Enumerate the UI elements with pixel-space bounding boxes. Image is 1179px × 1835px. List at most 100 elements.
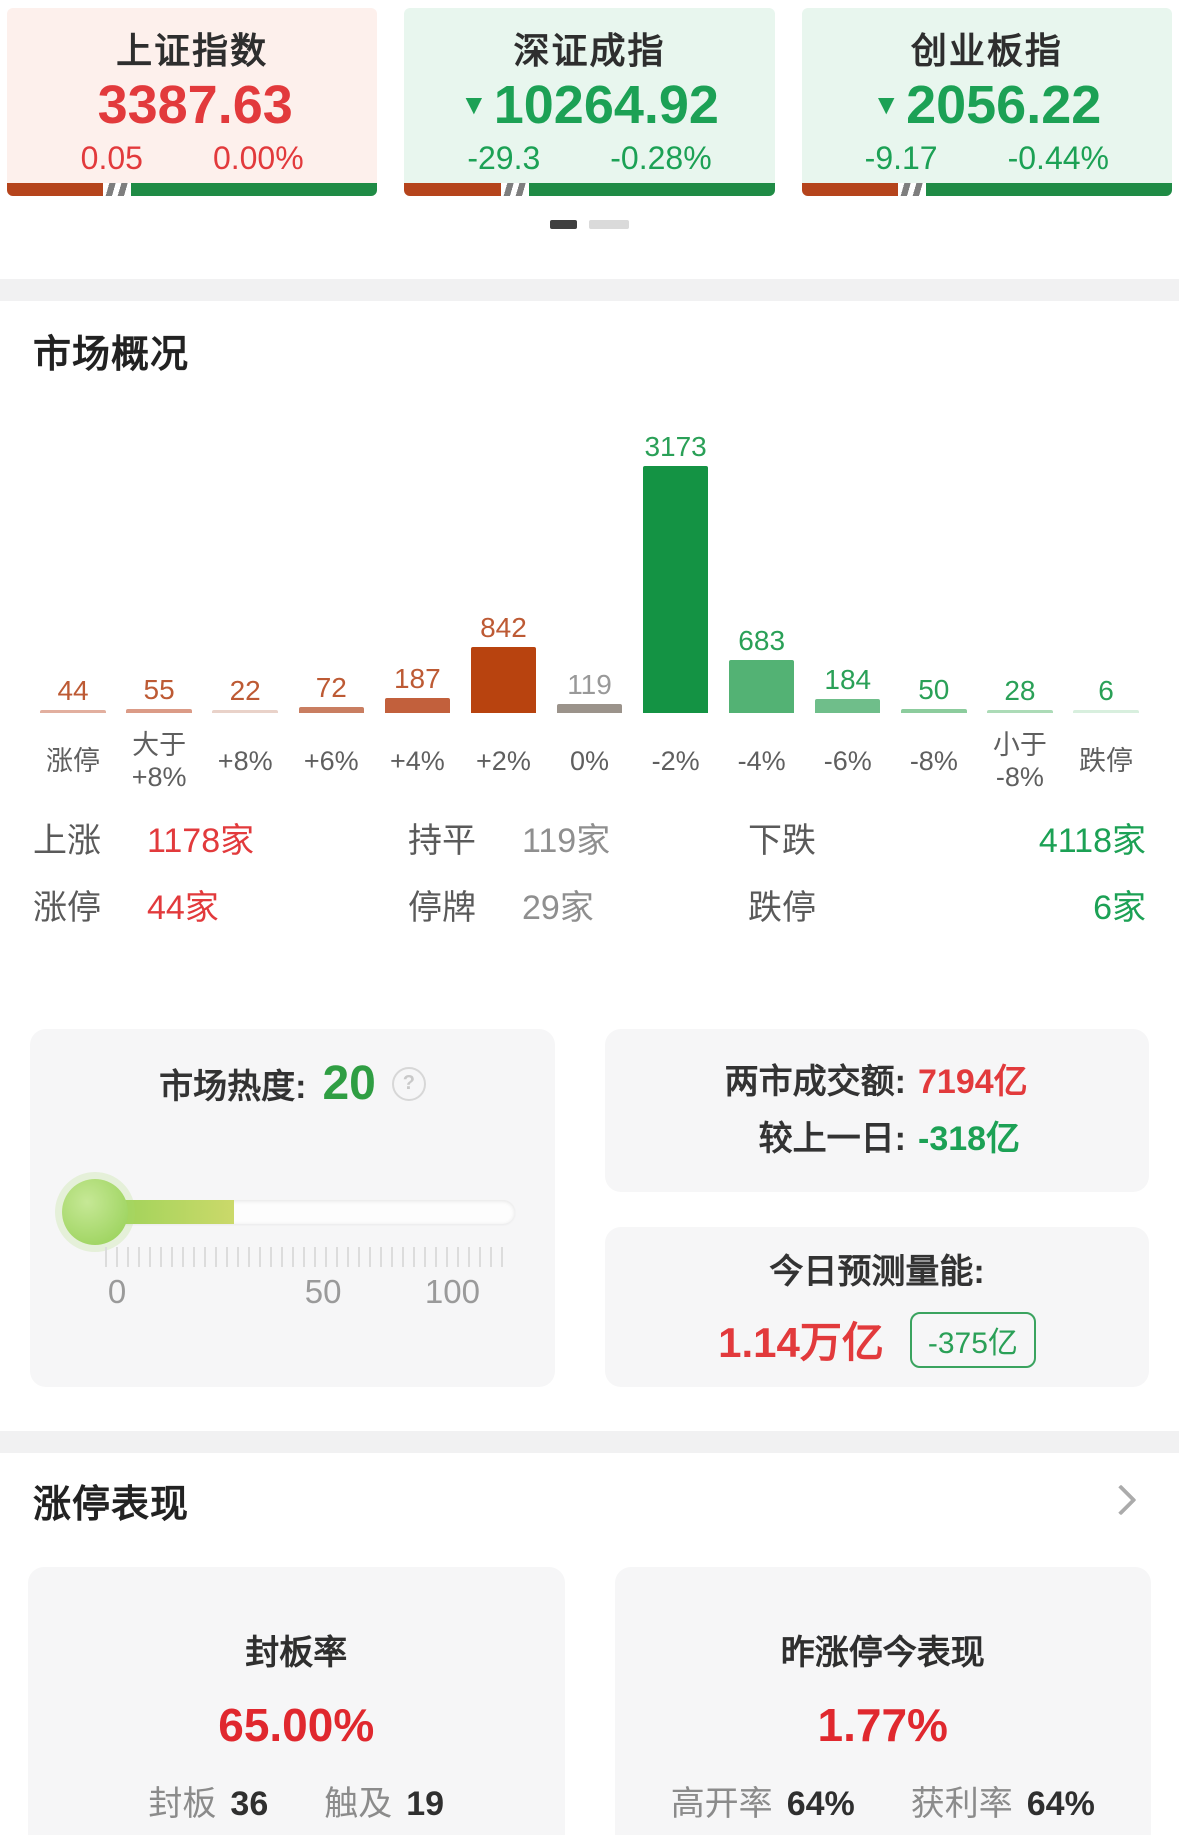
- ratio-bar-divider: [103, 183, 132, 196]
- card-stat-value: 19: [406, 1785, 445, 1823]
- bar-column: 119: [546, 671, 632, 713]
- market-stat: 上涨 1178家: [33, 813, 408, 862]
- up-ratio-segment: [404, 183, 501, 196]
- heat-gauge: [62, 1179, 515, 1245]
- index-change-row: 0.05 0.00%: [81, 142, 304, 174]
- card-value: 65.00%: [218, 1699, 375, 1751]
- market-heat-label: 市场热度:: [159, 1068, 307, 1106]
- bar-column: 50: [891, 676, 977, 713]
- limit-up-card[interactable]: 昨涨停今表现 1.77% 高开率 64% 获利率 64%: [614, 1567, 1151, 1835]
- card-stat-value: 64%: [1026, 1785, 1095, 1823]
- card-stat: 高开率 64%: [671, 1776, 855, 1825]
- turnover-label: 两市成交额:: [724, 1062, 906, 1101]
- bar-value-label: 44: [57, 675, 89, 706]
- market-heat-card: 市场热度: 20 ? 0 50 100: [30, 1029, 555, 1387]
- bar: [126, 709, 192, 713]
- bar-column: 22: [202, 677, 288, 713]
- forecast-label: 今日预测量能:: [769, 1253, 985, 1291]
- bar-category-label: 0%: [569, 746, 610, 777]
- card-title: 封板率: [245, 1634, 348, 1672]
- card-stat-label: 获利率: [910, 1785, 1013, 1823]
- question-icon[interactable]: ?: [391, 1066, 426, 1101]
- forecast-delta-badge: -375亿: [909, 1311, 1036, 1368]
- card-title: 昨涨停今表现: [780, 1634, 985, 1672]
- stat-value: 4118家: [1038, 822, 1146, 860]
- index-card-shenzhen[interactable]: 深证成指 ▼ 10264.92 -29.3 -0.28%: [404, 8, 775, 196]
- bar-column: 3173: [633, 433, 719, 713]
- stat-value: 6家: [1093, 889, 1146, 927]
- forecast-card: 今日预测量能: 1.14万亿 -375亿: [605, 1227, 1149, 1387]
- bar-category-label: -4%: [737, 746, 786, 777]
- index-value: ▼ 10264.92: [460, 78, 719, 132]
- limit-up-header[interactable]: 涨停表现: [0, 1477, 1179, 1526]
- index-change: -9.17: [864, 140, 938, 176]
- index-change-row: -29.3 -0.28%: [467, 142, 711, 174]
- index-change: 0.05: [80, 140, 143, 176]
- market-stat: 持平 119家: [408, 813, 748, 862]
- market-stat: 下跌 4118家: [748, 813, 1146, 862]
- carousel-dot-active[interactable]: [550, 220, 577, 229]
- bar-column: 28: [977, 677, 1063, 713]
- heat-gauge-scale: 0 50 100: [105, 1273, 509, 1313]
- bar-column: 6: [1063, 677, 1149, 713]
- bar-category-label: 小于 -8%: [992, 730, 1047, 792]
- card-value: 1.77%: [817, 1699, 948, 1751]
- limit-up-card[interactable]: 封板率 65.00% 封板 36 触及 19: [28, 1567, 565, 1835]
- stat-label: 跌停: [748, 889, 816, 927]
- carousel-dot[interactable]: [589, 220, 629, 229]
- market-heat-value: 20: [322, 1056, 376, 1110]
- bar-category-label: +6%: [303, 746, 359, 777]
- scale-label: 0: [107, 1273, 127, 1310]
- turnover-value: 7194亿: [918, 1062, 1028, 1101]
- bar: [384, 698, 451, 713]
- market-heat-title-row: 市场热度: 20 ?: [30, 1029, 555, 1108]
- heat-gauge-ruler: [105, 1247, 509, 1267]
- bar-value-label: 683: [738, 625, 786, 656]
- stat-label: 停牌: [408, 889, 476, 927]
- heat-gauge-track: [95, 1200, 515, 1224]
- down-ratio-segment: [528, 183, 775, 196]
- stat-value: 119家: [522, 822, 611, 860]
- index-name: 深证成指: [513, 30, 666, 71]
- index-value: ▼ 2056.22: [872, 78, 1101, 132]
- chart-bars-area: 44 55 22 72 187 842 119 3173 683 184 50 28 6: [30, 413, 1149, 713]
- bar-column: 72: [288, 674, 374, 713]
- bar-value-label: 50: [918, 674, 950, 705]
- bar-column: 683: [719, 627, 805, 713]
- chart-category-axis: 涨停 大于 +8% +8% +6% +4% +2% 0% -2% -4% -6% -8% 小于 -8%…: [30, 713, 1149, 801]
- card-stat-label: 触及: [324, 1785, 393, 1823]
- bar-category-label: -2%: [651, 746, 700, 777]
- index-card-chinext[interactable]: 创业板指 ▼ 2056.22 -9.17 -0.44%: [801, 8, 1172, 196]
- index-change-pct: -0.44%: [1007, 140, 1109, 176]
- ratio-bar-divider: [897, 183, 926, 196]
- chevron-right-icon[interactable]: [1105, 1484, 1137, 1516]
- index-value-text: 2056.22: [906, 75, 1102, 135]
- index-change-row: -9.17 -0.44%: [865, 142, 1109, 174]
- stat-value: 1178家: [147, 822, 255, 860]
- index-card-shanghai[interactable]: 上证指数 3387.63 0.05 0.00%: [7, 8, 378, 196]
- turnover-card: 两市成交额: 7194亿较上一日: -318亿: [605, 1029, 1149, 1192]
- limit-up-cards-row: 封板率 65.00% 封板 36 触及 19 昨涨停今表现 1.77% 高开率 64% 获利率 64%: [0, 1567, 1179, 1835]
- bar-column: 55: [116, 676, 202, 713]
- up-ratio-segment: [7, 183, 104, 196]
- bar-value-label: 119: [567, 669, 612, 700]
- heat-gauge-bulb: [62, 1179, 128, 1245]
- index-name: 创业板指: [910, 30, 1063, 71]
- bar: [901, 709, 967, 713]
- card-stat-label: 封板: [148, 1785, 217, 1823]
- distribution-bar-chart: 44 55 22 72 187 842 119 3173 683 184 50 28 6 涨停 大于 +8…: [0, 413, 1179, 801]
- market-stats-grid: 上涨 1178家 持平 119家 下跌 4118家 涨停 44家 停牌 29家 跌停 6家: [0, 813, 1179, 929]
- bar-value-label: 3173: [644, 431, 707, 462]
- turnover-row: 较上一日: -318亿: [605, 1119, 1149, 1160]
- scale-label: 50: [304, 1273, 342, 1310]
- down-triangle-icon: ▼: [460, 89, 488, 120]
- up-down-ratio-bar: [404, 183, 775, 196]
- up-ratio-segment: [801, 183, 898, 196]
- index-change: -29.3: [467, 140, 541, 176]
- card-stat: 触及 19: [324, 1776, 444, 1825]
- scale-label: 100: [424, 1273, 480, 1310]
- bar: [728, 660, 795, 713]
- bar: [212, 710, 278, 713]
- stat-label: 上涨: [33, 822, 101, 860]
